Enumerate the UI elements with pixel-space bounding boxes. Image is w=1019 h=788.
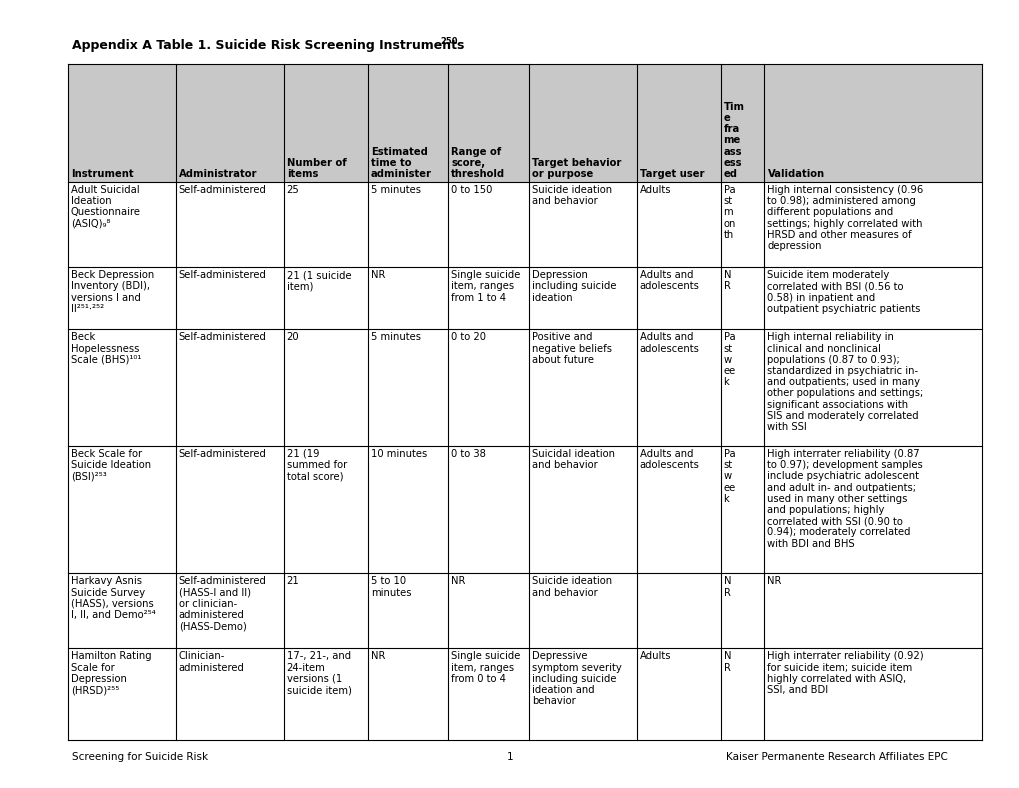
Text: Target behavior
or purpose: Target behavior or purpose [531,158,621,179]
Text: Instrument: Instrument [71,169,133,179]
Text: 5 to 10
minutes: 5 to 10 minutes [371,576,411,597]
Text: Positive and
negative beliefs
about future: Positive and negative beliefs about futu… [531,333,611,365]
Text: Depression
including suicide
ideation: Depression including suicide ideation [531,270,615,303]
Text: Adult Suicidal
Ideation
Questionnaire
(ASIQ)₉⁸: Adult Suicidal Ideation Questionnaire (A… [71,185,141,229]
Text: 10 minutes: 10 minutes [371,449,427,459]
Text: Harkavy Asnis
Suicide Survey
(HASS), versions
I, II, and Demo²⁵⁴: Harkavy Asnis Suicide Survey (HASS), ver… [71,576,156,620]
Text: Adults and
adolescents: Adults and adolescents [639,449,699,470]
Text: N
R: N R [722,270,731,292]
Text: Single suicide
item, ranges
from 1 to 4: Single suicide item, ranges from 1 to 4 [450,270,520,303]
Text: NR: NR [371,270,385,280]
Text: 5 minutes: 5 minutes [371,185,421,195]
Text: N
R: N R [722,576,731,597]
Text: Adults and
adolescents: Adults and adolescents [639,333,699,354]
Text: Single suicide
item, ranges
from 0 to 4: Single suicide item, ranges from 0 to 4 [450,652,520,684]
Text: 5 minutes: 5 minutes [371,333,421,342]
Text: Pa
st
w
ee
k: Pa st w ee k [722,449,735,504]
Text: NR: NR [371,652,385,661]
Text: 0 to 20: 0 to 20 [450,333,486,342]
Text: Depressive
symptom severity
including suicide
ideation and
behavior: Depressive symptom severity including su… [531,652,621,706]
Text: Hamilton Rating
Scale for
Depression
(HRSD)²⁵⁵: Hamilton Rating Scale for Depression (HR… [71,652,152,695]
Text: Suicidal ideation
and behavior: Suicidal ideation and behavior [531,449,614,470]
Text: 21 (1 suicide
item): 21 (1 suicide item) [286,270,351,292]
Text: 21: 21 [286,576,300,586]
Text: Adults: Adults [639,652,671,661]
Text: Beck
Hopelessness
Scale (BHS)¹⁰¹: Beck Hopelessness Scale (BHS)¹⁰¹ [71,333,142,365]
Text: 21 (19
summed for
total score): 21 (19 summed for total score) [286,449,346,481]
Text: Beck Depression
Inventory (BDI),
versions I and
II²⁵¹⋅²⁵²: Beck Depression Inventory (BDI), version… [71,270,154,314]
Text: High internal consistency (0.96
to 0.98); administered among
different populatio: High internal consistency (0.96 to 0.98)… [766,185,923,251]
Text: High interrater reliability (0.87
to 0.97); development samples
include psychiat: High interrater reliability (0.87 to 0.9… [766,449,922,548]
Text: High internal reliability in
clinical and nonclinical
populations (0.87 to 0.93): High internal reliability in clinical an… [766,333,923,432]
Text: Adults: Adults [639,185,671,195]
Text: 0 to 150: 0 to 150 [450,185,492,195]
Text: 17-, 21-, and
24-item
versions (1
suicide item): 17-, 21-, and 24-item versions (1 suicid… [286,652,352,695]
Text: Tim
e
fra
me
ass
ess
ed: Tim e fra me ass ess ed [722,102,744,179]
Text: Self-administered: Self-administered [178,333,266,342]
Text: 20: 20 [286,333,299,342]
Text: 25: 25 [286,185,300,195]
Text: Estimated
time to
administer: Estimated time to administer [371,147,431,179]
Text: 250: 250 [439,37,458,46]
Text: Suicide item moderately
correlated with BSI (0.56 to
0.58) in inpatient and
outp: Suicide item moderately correlated with … [766,270,920,314]
Text: Self-administered: Self-administered [178,185,266,195]
Text: Administrator: Administrator [178,169,257,179]
Text: Suicide ideation
and behavior: Suicide ideation and behavior [531,185,611,206]
Text: N
R: N R [722,652,731,673]
Text: Validation: Validation [766,169,823,179]
Text: Appendix A Table 1. Suicide Risk Screening Instruments: Appendix A Table 1. Suicide Risk Screeni… [72,39,464,52]
Text: Clinician-
administered: Clinician- administered [178,652,245,673]
Text: Beck Scale for
Suicide Ideation
(BSI)²⁵³: Beck Scale for Suicide Ideation (BSI)²⁵³ [71,449,151,481]
Text: Kaiser Permanente Research Affiliates EPC: Kaiser Permanente Research Affiliates EP… [726,752,947,762]
Text: Self-administered: Self-administered [178,449,266,459]
Text: Adults and
adolescents: Adults and adolescents [639,270,699,292]
Text: Screening for Suicide Risk: Screening for Suicide Risk [72,752,208,762]
Text: Self-administered
(HASS-I and II)
or clinician-
administered
(HASS-Demo): Self-administered (HASS-I and II) or cli… [178,576,266,631]
Text: 1: 1 [506,752,513,762]
Text: Suicide ideation
and behavior: Suicide ideation and behavior [531,576,611,597]
Text: Pa
st
w
ee
k: Pa st w ee k [722,333,735,387]
Text: Number of
items: Number of items [286,158,346,179]
Text: NR: NR [450,576,465,586]
Text: 0 to 38: 0 to 38 [450,449,486,459]
Text: Range of
score,
threshold: Range of score, threshold [450,147,504,179]
Text: Target user: Target user [639,169,703,179]
Bar [68,64,981,182]
Text: Pa
st
m
on
th: Pa st m on th [722,185,736,240]
Text: NR: NR [766,576,782,586]
Text: Self-administered: Self-administered [178,270,266,280]
Text: High interrater reliability (0.92)
for suicide item; suicide item
highly correla: High interrater reliability (0.92) for s… [766,652,923,695]
